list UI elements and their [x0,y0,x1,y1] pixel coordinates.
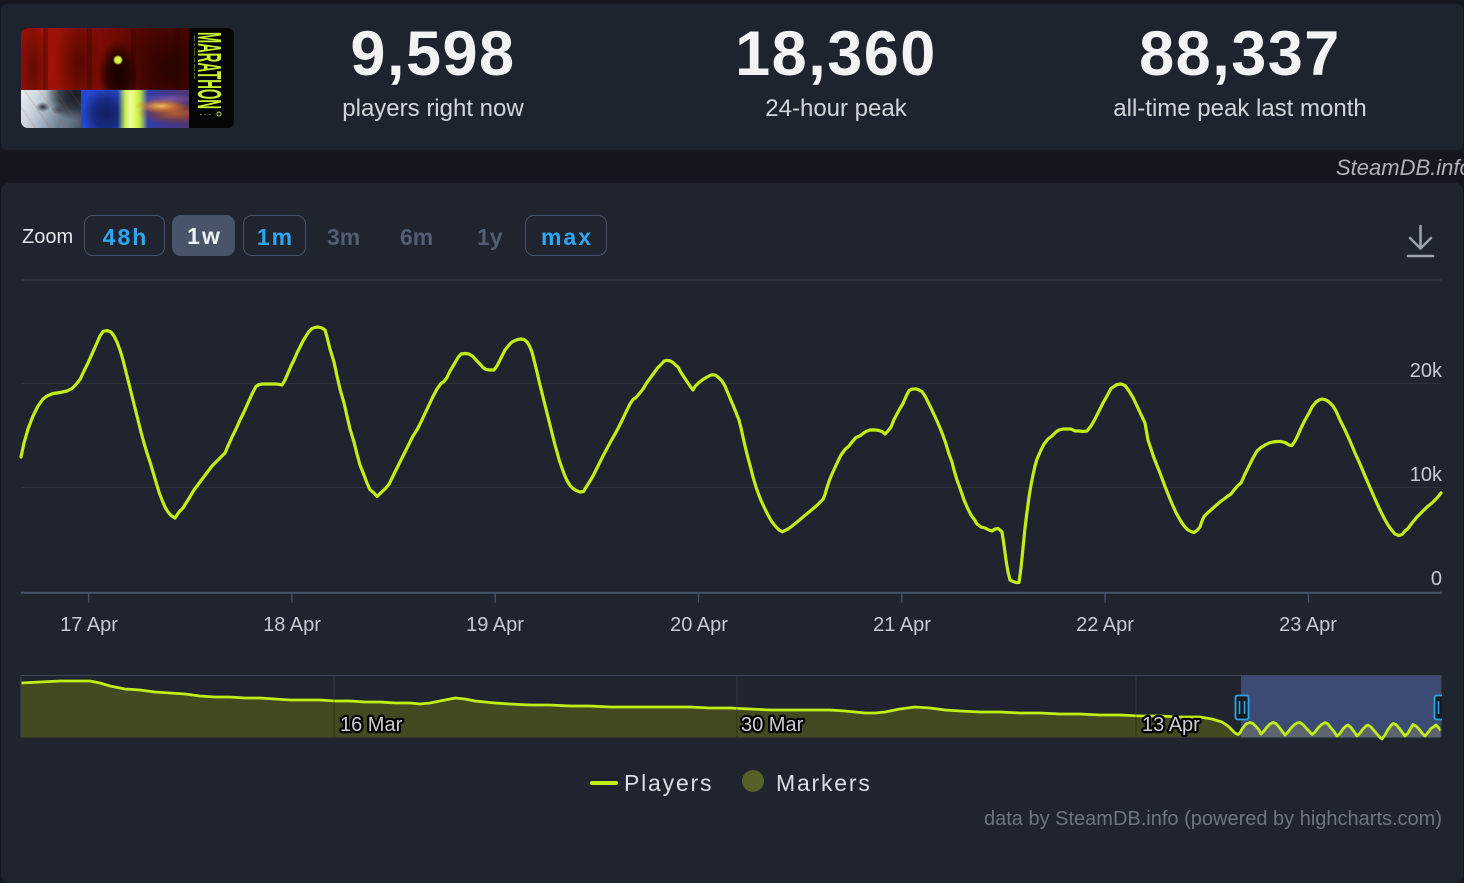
svg-text:30 Mar: 30 Mar [741,714,804,736]
svg-text:MARATHON: MARATHON [191,32,228,109]
svg-text:16 Mar: 16 Mar [340,714,403,736]
svg-text:13 Apr: 13 Apr [1142,714,1200,736]
